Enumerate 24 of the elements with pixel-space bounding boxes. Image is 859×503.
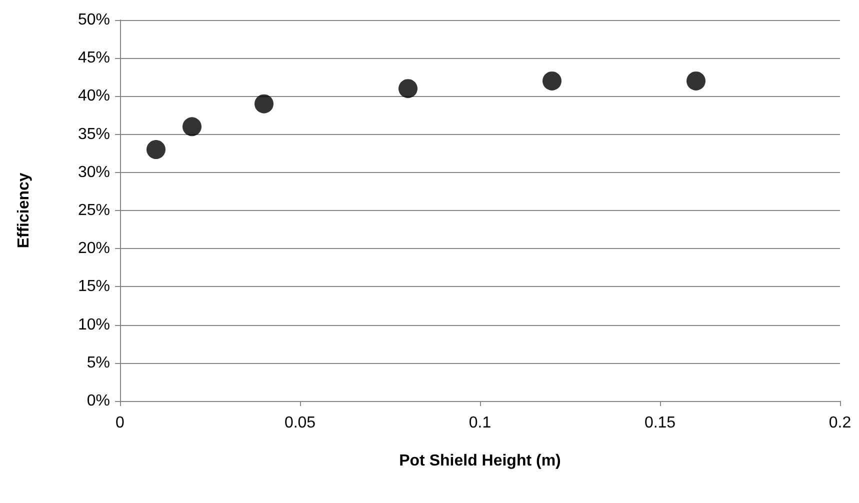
point: [146, 140, 166, 160]
x-tick-label: 0: [116, 414, 125, 432]
y-tick-label: 40%: [78, 88, 110, 105]
x-tick-label: 0.1: [468, 414, 492, 432]
y-tick-label: 45%: [78, 50, 110, 67]
point: [686, 71, 706, 90]
x-axis-title: Pot Shield Height (m): [399, 452, 561, 470]
y-tick-label: 35%: [78, 126, 110, 143]
x-tick-label: 0.2: [828, 414, 852, 432]
point: [182, 117, 202, 136]
x-tick-label: 0.05: [284, 414, 316, 432]
y-axis-title: Efficiency: [16, 172, 32, 248]
y-tick-label: 30%: [78, 164, 110, 181]
point: [254, 94, 274, 114]
y-tick-label: 0%: [86, 392, 110, 410]
y-tick-label: 5%: [86, 354, 110, 372]
y-tick-label: 20%: [78, 240, 110, 258]
point: [398, 79, 418, 98]
point: [542, 71, 562, 90]
y-tick-label: 25%: [78, 202, 110, 219]
y-tick-label: 15%: [78, 278, 110, 296]
x-tick-label: 0.15: [644, 414, 676, 432]
y-tick-label: 50%: [78, 12, 110, 28]
y-tick-label: 10%: [78, 316, 110, 334]
